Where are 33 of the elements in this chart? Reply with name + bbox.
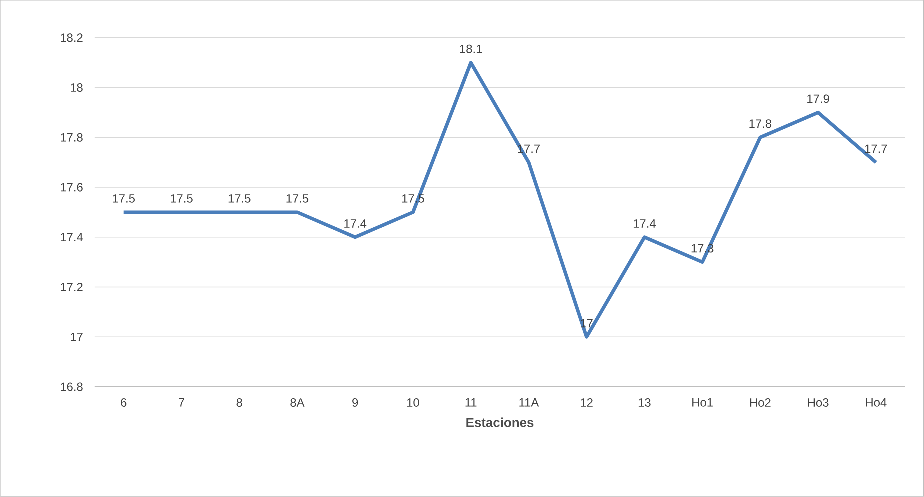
x-tick-label: 8	[236, 398, 242, 408]
data-label: 17.5	[113, 194, 135, 203]
data-label: 17.9	[808, 94, 830, 104]
x-tick-label: 13	[638, 398, 651, 408]
y-tick-label: 16.8	[61, 382, 83, 392]
x-tick-label: 11	[466, 398, 477, 407]
y-tick-label: 18.2	[61, 34, 83, 42]
y-tick-label: 17	[71, 333, 83, 342]
x-tick-label: Ho1	[692, 398, 713, 407]
y-tick-label: 18	[71, 84, 83, 92]
data-label: 17.4	[634, 220, 656, 228]
x-tick-label: 10	[407, 398, 420, 408]
data-label: 17.7	[865, 144, 888, 154]
data-label: 17.5	[228, 194, 251, 203]
x-tick-label: 7	[179, 398, 184, 407]
y-tick-label: 17.8	[61, 133, 83, 142]
x-tick-label: 6	[121, 398, 127, 408]
x-tick-label: Ho2	[750, 398, 771, 408]
x-tick-label: 9	[352, 398, 358, 408]
data-label: 18.1	[460, 44, 482, 54]
x-tick-label: 12	[581, 398, 593, 407]
data-label: 17.4	[344, 220, 367, 228]
y-tick-label: 17.2	[61, 283, 83, 292]
x-tick-label: 11A	[520, 398, 540, 407]
x-tick-label: Ho3	[808, 398, 829, 408]
x-tick-label: 8A	[290, 398, 305, 408]
x-tick-label: Ho4	[866, 398, 887, 407]
data-label: 17.5	[286, 194, 309, 203]
data-label: 17.5	[170, 194, 193, 203]
x-axis-title: Estaciones	[466, 418, 534, 428]
y-tick-label: 17.6	[61, 183, 83, 192]
data-label: 17.8	[750, 120, 772, 128]
y-tick-label: 17.4	[61, 233, 84, 242]
